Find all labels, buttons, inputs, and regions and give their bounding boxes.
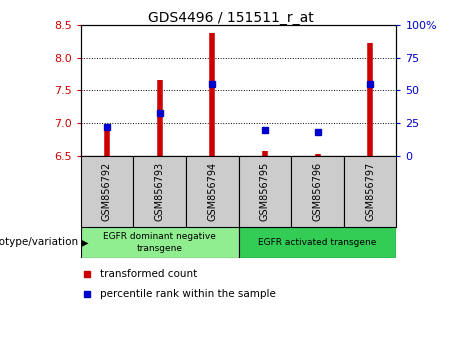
Bar — [133, 156, 186, 227]
Text: EGFR dominant negative
transgene: EGFR dominant negative transgene — [103, 233, 216, 252]
Text: EGFR activated transgene: EGFR activated transgene — [258, 238, 377, 247]
Bar — [186, 156, 239, 227]
Bar — [239, 227, 396, 258]
Text: percentile rank within the sample: percentile rank within the sample — [100, 289, 276, 299]
Text: GSM856792: GSM856792 — [102, 161, 112, 221]
Text: GDS4496 / 151511_r_at: GDS4496 / 151511_r_at — [148, 11, 313, 25]
Bar — [81, 227, 239, 258]
Bar — [239, 156, 291, 227]
Text: GSM856793: GSM856793 — [154, 161, 165, 221]
Text: GSM856796: GSM856796 — [313, 161, 323, 221]
Text: GSM856794: GSM856794 — [207, 161, 217, 221]
Text: genotype/variation: genotype/variation — [0, 238, 78, 247]
Text: transformed count: transformed count — [100, 269, 197, 279]
Text: ▶: ▶ — [81, 238, 88, 247]
Text: GSM856795: GSM856795 — [260, 161, 270, 221]
Bar — [291, 156, 344, 227]
Text: GSM856797: GSM856797 — [365, 161, 375, 221]
Bar — [344, 156, 396, 227]
Bar — [81, 156, 133, 227]
